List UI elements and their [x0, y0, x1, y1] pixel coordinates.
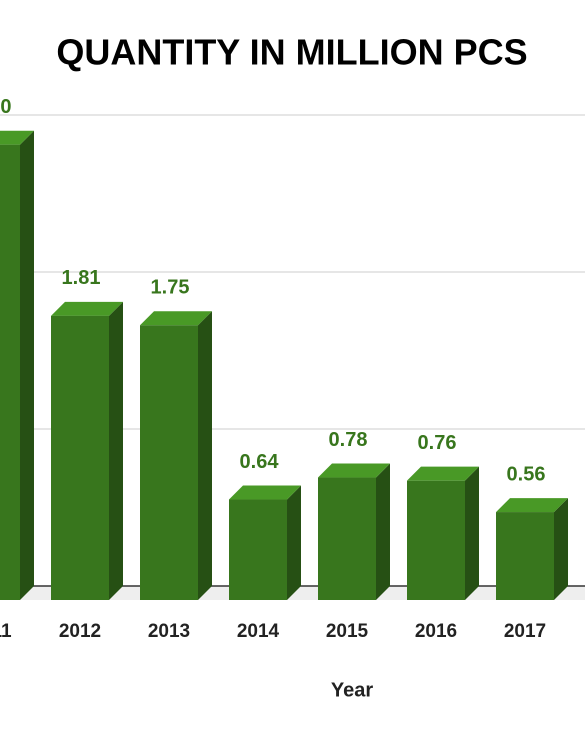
bar: [496, 498, 568, 600]
bar-front: [496, 512, 554, 600]
bar-front: [318, 477, 376, 600]
x-tick-label: 2017: [504, 621, 546, 642]
bar-top: [407, 466, 479, 481]
bar-side: [198, 311, 212, 600]
x-tick-label: 2011: [0, 621, 12, 642]
data-label: 0.56: [507, 463, 546, 485]
bar-side: [20, 130, 34, 600]
chart-title: QUANTITY IN MILLION PCS: [56, 32, 527, 73]
bar-front: [0, 144, 20, 600]
x-tick-label: 2012: [59, 621, 101, 642]
x-tick-label: 2014: [237, 621, 280, 642]
x-tick-label: 2013: [148, 621, 190, 642]
bar: [0, 130, 34, 600]
data-label: 0.78: [329, 429, 368, 451]
x-axis-title: Year: [331, 679, 373, 701]
bar-front: [407, 480, 465, 600]
data-label: 2.90: [0, 96, 11, 118]
x-tick-label: 2016: [415, 621, 457, 642]
bar-top: [51, 301, 123, 316]
bar-front: [51, 315, 109, 600]
bar: [407, 466, 479, 600]
bar: [140, 311, 212, 600]
data-label: 0.64: [240, 451, 280, 473]
bar: [51, 301, 123, 600]
bar: [318, 463, 390, 600]
data-label: 0.76: [418, 432, 457, 454]
x-tick-label: 2015: [326, 621, 369, 642]
data-label: 1.75: [151, 277, 190, 299]
bar-top: [0, 130, 34, 145]
bar-top: [318, 463, 390, 478]
bar-side: [109, 301, 123, 600]
bar-front: [229, 499, 287, 600]
bar: [229, 485, 301, 600]
bar-side: [465, 466, 479, 600]
bar-top: [229, 485, 301, 500]
bar-top: [140, 311, 212, 326]
bar-side: [554, 498, 568, 600]
data-label: 1.81: [62, 267, 101, 289]
bar-side: [287, 485, 301, 600]
bar-front: [140, 325, 198, 600]
bar-side: [376, 463, 390, 600]
bar-top: [496, 498, 568, 513]
